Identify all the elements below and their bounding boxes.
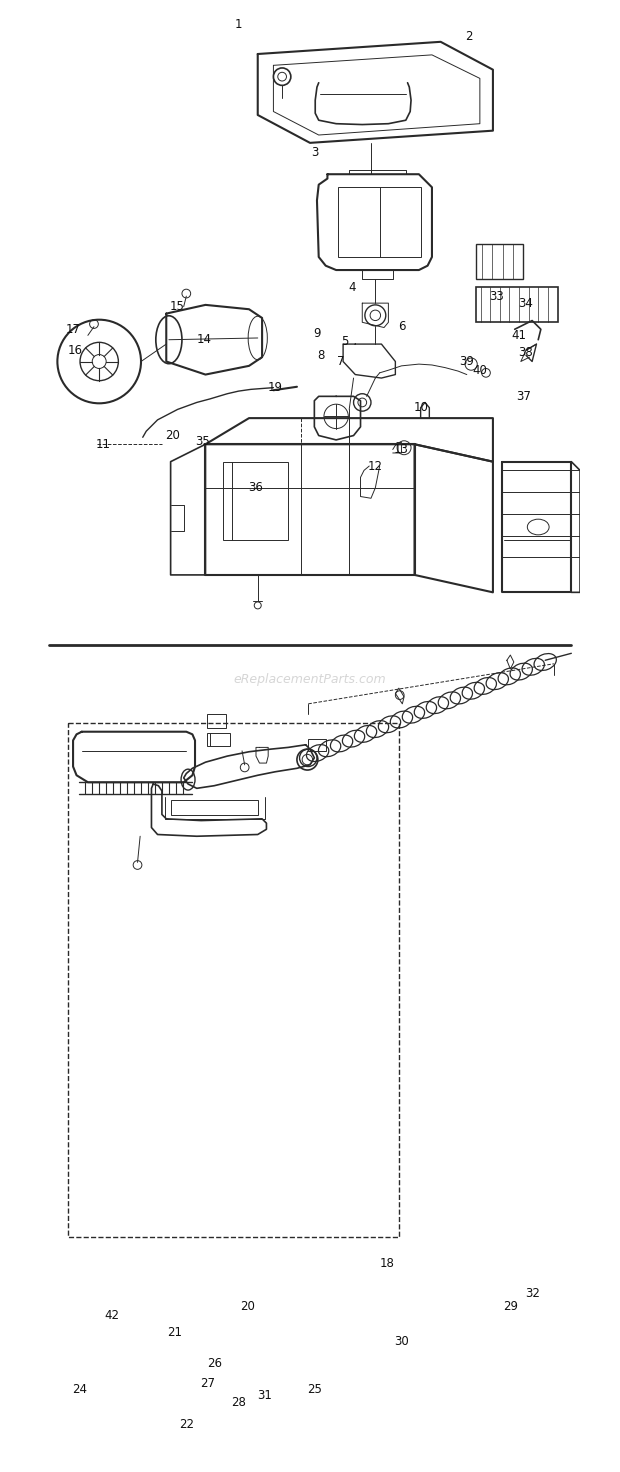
Text: 27: 27 bbox=[200, 1376, 215, 1390]
Text: 36: 36 bbox=[249, 481, 264, 495]
Text: 9: 9 bbox=[313, 327, 321, 340]
Text: 10: 10 bbox=[413, 402, 428, 414]
Text: 15: 15 bbox=[170, 300, 185, 314]
Text: 3: 3 bbox=[311, 146, 319, 159]
Text: 21: 21 bbox=[167, 1326, 182, 1340]
Text: 18: 18 bbox=[379, 1257, 394, 1269]
Text: 40: 40 bbox=[472, 364, 487, 377]
Text: 42: 42 bbox=[104, 1309, 119, 1322]
Text: 1: 1 bbox=[235, 18, 242, 31]
Text: 6: 6 bbox=[397, 319, 405, 333]
Text: 13: 13 bbox=[394, 443, 409, 456]
Text: 12: 12 bbox=[368, 459, 383, 473]
Text: 26: 26 bbox=[206, 1357, 222, 1370]
Text: 20: 20 bbox=[165, 428, 180, 442]
Text: eReplacementParts.com: eReplacementParts.com bbox=[234, 673, 386, 686]
Text: 7: 7 bbox=[337, 355, 344, 368]
Text: 38: 38 bbox=[518, 346, 533, 359]
Bar bbox=[476, 244, 523, 278]
Text: 28: 28 bbox=[231, 1395, 246, 1409]
Text: 17: 17 bbox=[66, 322, 81, 336]
Text: 19: 19 bbox=[268, 381, 283, 394]
Bar bbox=[476, 287, 558, 322]
Text: 8: 8 bbox=[317, 349, 325, 362]
Text: 31: 31 bbox=[257, 1390, 272, 1401]
Text: 14: 14 bbox=[196, 333, 211, 346]
Bar bbox=[68, 723, 399, 1236]
Bar bbox=[308, 739, 326, 751]
Text: 29: 29 bbox=[503, 1300, 518, 1313]
Text: 11: 11 bbox=[95, 437, 110, 450]
Text: 39: 39 bbox=[459, 355, 474, 368]
Text: 30: 30 bbox=[394, 1335, 409, 1348]
Text: 4: 4 bbox=[348, 281, 355, 294]
Text: 2: 2 bbox=[465, 29, 472, 43]
Bar bbox=[170, 799, 258, 815]
Text: 16: 16 bbox=[68, 343, 82, 356]
Text: 32: 32 bbox=[525, 1287, 539, 1300]
Text: 5: 5 bbox=[341, 336, 348, 347]
Bar bbox=[207, 733, 230, 746]
Text: 20: 20 bbox=[240, 1300, 255, 1313]
Bar bbox=[338, 187, 422, 258]
Text: 33: 33 bbox=[489, 290, 504, 303]
Text: 41: 41 bbox=[512, 328, 526, 342]
Text: 24: 24 bbox=[72, 1382, 87, 1395]
Text: 25: 25 bbox=[307, 1382, 322, 1395]
Text: 37: 37 bbox=[516, 390, 531, 403]
Text: 22: 22 bbox=[179, 1418, 194, 1431]
Text: 35: 35 bbox=[195, 436, 210, 447]
Bar bbox=[223, 462, 288, 540]
Bar bbox=[207, 714, 226, 729]
Text: 34: 34 bbox=[518, 297, 533, 309]
